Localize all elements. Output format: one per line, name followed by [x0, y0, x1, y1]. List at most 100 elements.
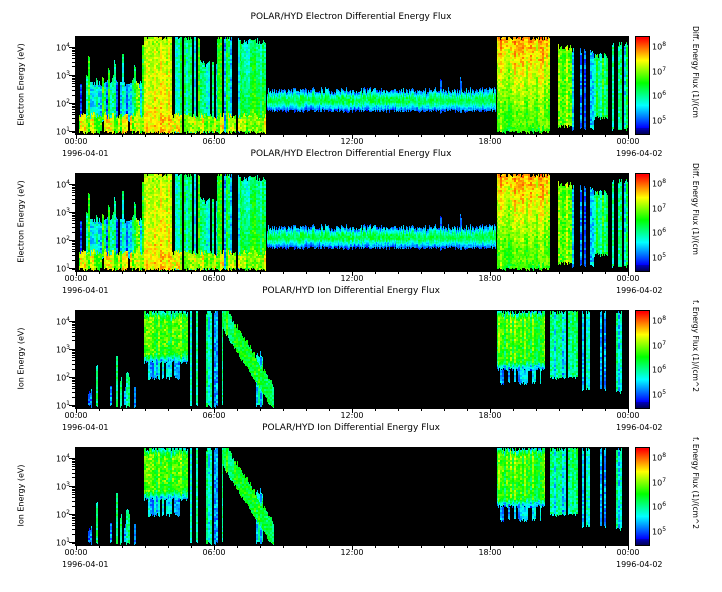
x-minor-tick [559, 409, 560, 411]
y-minor-tick [72, 220, 75, 222]
x-tick-label: 18:00 [478, 548, 502, 557]
colorbar-tick-label: 108 [652, 40, 667, 52]
x-tick-label: 12:00 [340, 548, 364, 557]
y-minor-tick [72, 494, 75, 496]
x-tick-label: 00:00 [616, 548, 640, 557]
x-minor-tick [582, 272, 583, 274]
y-minor-tick [72, 241, 75, 243]
x-minor-tick [145, 272, 146, 274]
x-tick-label: 18:00 [478, 411, 502, 420]
y-minor-tick [72, 218, 75, 220]
y-axis-title: Electron Energy (eV) [16, 43, 26, 126]
y-minor-tick [72, 107, 75, 109]
y-minor-tick [72, 406, 75, 408]
x-major-tick [628, 272, 629, 276]
x-minor-tick [398, 272, 399, 274]
y-major-tick [69, 103, 75, 105]
spectrogram [75, 36, 629, 135]
x-minor-tick [467, 546, 468, 548]
panel-electron-flux-2: POLAR/HYD Electron Differential Energy F… [0, 147, 722, 295]
y-tick-label: 101 [55, 126, 70, 137]
y-minor-tick [72, 516, 75, 518]
x-minor-tick [513, 272, 514, 274]
x-major-tick [214, 546, 215, 550]
y-axis-title: Ion Energy (eV) [16, 327, 26, 390]
x-minor-tick [168, 546, 169, 548]
x-minor-tick [444, 409, 445, 411]
y-minor-tick [72, 488, 75, 490]
y-minor-tick [72, 487, 75, 489]
y-tick-label: 104 [55, 452, 70, 464]
y-minor-tick [72, 111, 75, 113]
y-minor-tick [72, 223, 75, 225]
x-minor-tick [536, 409, 537, 411]
x-minor-tick [329, 409, 330, 411]
spectrogram [75, 447, 629, 546]
y-minor-tick [72, 114, 75, 116]
y-major-tick [69, 405, 75, 407]
x-major-tick [76, 409, 77, 413]
x-minor-tick [283, 546, 284, 548]
y-minor-tick [72, 55, 75, 57]
y-minor-tick [72, 466, 75, 468]
y-major-tick [69, 268, 75, 270]
y-minor-tick [72, 203, 75, 205]
y-minor-tick [72, 51, 75, 53]
x-minor-tick [99, 409, 100, 411]
x-minor-tick [145, 409, 146, 411]
x-major-tick [352, 409, 353, 413]
x-minor-tick [99, 272, 100, 274]
y-minor-tick [72, 533, 75, 535]
y-minor-tick [72, 185, 75, 187]
y-axis-title: Ion Energy (eV) [16, 464, 26, 527]
x-minor-tick [168, 272, 169, 274]
colorbar-gradient [635, 310, 650, 409]
y-minor-tick [72, 355, 75, 357]
colorbar-title: f. Energy Flux (1)/(cm^2 [691, 437, 700, 530]
panel-title: POLAR/HYD Ion Differential Energy Flux [262, 286, 440, 296]
y-major-tick [69, 377, 75, 379]
y-tick-label: 103 [55, 343, 70, 355]
y-minor-tick [72, 195, 75, 197]
colorbar-tick-label: 107 [652, 202, 667, 214]
x-tick-label: 00:00 [64, 548, 88, 557]
panel-title: POLAR/HYD Electron Differential Energy F… [250, 149, 452, 159]
y-minor-tick [72, 543, 75, 545]
y-minor-tick [72, 244, 75, 246]
x-major-tick [628, 546, 629, 550]
y-minor-tick [72, 216, 75, 218]
x-minor-tick [444, 272, 445, 274]
y-tick-label: 103 [55, 206, 70, 218]
x-major-tick [628, 135, 629, 139]
x-tick-label: 00:00 [616, 137, 640, 146]
x-minor-tick [329, 272, 330, 274]
colorbar-tick-label: 106 [652, 364, 667, 376]
x-minor-tick [513, 409, 514, 411]
y-minor-tick [72, 186, 75, 188]
x-minor-tick [283, 272, 284, 274]
y-minor-tick [72, 248, 75, 250]
y-minor-tick [72, 214, 75, 216]
x-major-tick [490, 409, 491, 413]
y-minor-tick [72, 368, 75, 370]
y-minor-tick [72, 192, 75, 194]
x-minor-tick [99, 546, 100, 548]
x-minor-tick [168, 409, 169, 411]
y-minor-tick [72, 357, 75, 359]
x-minor-tick [329, 546, 330, 548]
x-major-tick [490, 272, 491, 276]
y-minor-tick [72, 105, 75, 107]
colorbar-tick-label: 105 [652, 526, 667, 537]
y-minor-tick [72, 340, 75, 342]
x-tick-label: 12:00 [340, 274, 364, 283]
y-minor-tick [72, 226, 75, 228]
x-minor-tick [559, 272, 560, 274]
colorbar-gradient [635, 447, 650, 546]
x-major-tick [490, 546, 491, 550]
x-minor-tick [99, 135, 100, 137]
y-minor-tick [72, 335, 75, 337]
x-major-tick [214, 135, 215, 139]
x-minor-tick [237, 135, 238, 137]
x-tick-label: 00:00 [616, 274, 640, 283]
y-tick-label: 101 [55, 400, 70, 411]
